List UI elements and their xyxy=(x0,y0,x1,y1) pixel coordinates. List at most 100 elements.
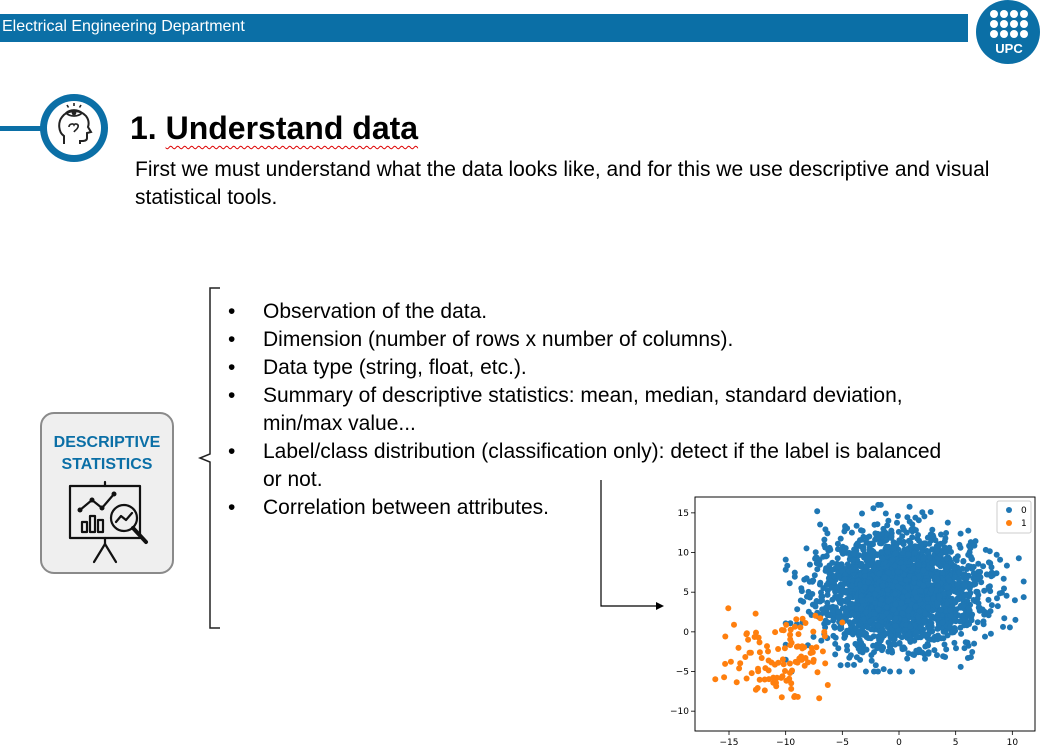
scatter-point-series-0 xyxy=(878,618,885,625)
scatter-point-series-0 xyxy=(853,522,860,529)
scatter-point-series-0 xyxy=(967,553,974,560)
scatter-point-series-0 xyxy=(968,617,975,624)
scatter-point-series-1 xyxy=(752,686,759,693)
scatter-point-series-0 xyxy=(906,637,913,643)
scatter-point-series-0 xyxy=(849,631,856,638)
scatter-point-series-0 xyxy=(861,630,868,637)
scatter-point-series-1 xyxy=(787,670,793,676)
scatter-point-series-0 xyxy=(911,550,918,557)
scatter-point-series-0 xyxy=(881,574,888,581)
scatter-point-series-0 xyxy=(838,562,845,569)
y-tick-label: 10 xyxy=(678,549,690,559)
scatter-point-series-0 xyxy=(851,611,858,618)
scatter-point-series-0 xyxy=(919,509,926,516)
scatter-point-series-0 xyxy=(809,577,816,584)
scatter-point-series-0 xyxy=(800,598,807,605)
scatter-point-series-1 xyxy=(764,643,770,650)
scatter-point-series-0 xyxy=(906,518,913,525)
scatter-point-series-1 xyxy=(795,643,802,650)
descriptive-statistics-card: DESCRIPTIVE STATISTICS xyxy=(40,412,174,574)
scatter-point-series-0 xyxy=(811,572,818,579)
department-name: Electrical Engineering Department xyxy=(2,18,245,35)
scatter-point-series-0 xyxy=(888,527,895,534)
scatter-point-series-0 xyxy=(887,668,894,675)
scatter-point-series-0 xyxy=(924,604,931,611)
scatter-point-series-1 xyxy=(748,670,755,677)
scatter-point-series-0 xyxy=(917,541,924,548)
legend-marker xyxy=(1006,507,1012,513)
scatter-point-series-0 xyxy=(960,602,967,609)
scatter-point-series-0 xyxy=(849,566,856,573)
legend-box xyxy=(996,500,1032,534)
scatter-point-series-1 xyxy=(778,627,785,633)
scatter-point-series-1 xyxy=(821,633,828,640)
scatter-point-series-1 xyxy=(775,659,782,666)
header-bar: Electrical Engineering Department xyxy=(0,14,968,42)
scatter-point-series-0 xyxy=(966,607,973,614)
list-item-text: Data type (string, float, etc.). xyxy=(263,356,527,379)
scatter-point-series-0 xyxy=(943,549,949,556)
y-tick-label: −5 xyxy=(676,668,689,678)
scatter-point-series-0 xyxy=(963,575,970,582)
scatter-point-series-0 xyxy=(922,610,929,617)
scatter-point-series-0 xyxy=(861,584,868,591)
scatter-point-series-0 xyxy=(892,622,899,629)
scatter-point-series-0 xyxy=(821,536,828,543)
scatter-point-series-0 xyxy=(818,637,825,644)
scatter-point-series-0 xyxy=(894,583,901,590)
scatter-point-series-0 xyxy=(912,603,919,610)
scatter-point-series-1 xyxy=(810,628,817,635)
scatter-point-series-0 xyxy=(837,662,844,669)
scatter-point-series-0 xyxy=(1000,575,1007,582)
y-tick-label: 15 xyxy=(678,509,689,519)
scatter-point-series-0 xyxy=(994,603,1001,610)
scatter-point-series-0 xyxy=(937,606,944,613)
scatter-point-series-0 xyxy=(946,544,953,551)
scatter-point-series-1 xyxy=(735,644,742,651)
scatter-point-series-0 xyxy=(865,555,872,562)
scatter-point-series-0 xyxy=(966,580,973,587)
scatter-point-series-0 xyxy=(931,647,938,654)
scatter-point-series-1 xyxy=(756,639,763,646)
scatter-point-series-0 xyxy=(1006,624,1013,631)
scatter-point-series-0 xyxy=(824,599,831,606)
scatter-point-series-0 xyxy=(894,513,901,519)
scatter-point-series-0 xyxy=(905,607,912,614)
connector-arrow xyxy=(600,480,664,610)
scatter-point-series-0 xyxy=(840,581,847,588)
scatter-point-series-0 xyxy=(846,549,853,556)
scatter-point-series-1 xyxy=(799,615,806,622)
scatter-point-series-0 xyxy=(903,577,910,583)
scatter-point-series-0 xyxy=(850,550,857,557)
scatter-point-series-0 xyxy=(954,589,961,596)
scatter-point-series-0 xyxy=(870,541,876,548)
scatter-point-series-0 xyxy=(928,614,935,621)
scatter-point-series-1 xyxy=(737,660,744,667)
scatter-point-series-0 xyxy=(822,624,829,631)
scatter-point-series-0 xyxy=(854,541,860,548)
scatter-point-series-0 xyxy=(976,604,983,611)
scatter-point-series-0 xyxy=(877,540,883,547)
scatter-point-series-0 xyxy=(885,517,892,524)
scatter-point-series-0 xyxy=(941,590,947,597)
scatter-point-series-0 xyxy=(973,588,980,595)
scatter-point-series-0 xyxy=(922,643,929,650)
scatter-point-series-1 xyxy=(722,633,729,640)
scatter-point-series-0 xyxy=(830,617,837,624)
scatter-point-series-1 xyxy=(812,612,819,619)
scatter-point-series-0 xyxy=(899,594,906,601)
scatter-point-series-1 xyxy=(822,660,829,667)
scatter-point-series-0 xyxy=(916,608,923,615)
scatter-point-series-0 xyxy=(959,565,966,572)
scatter-point-series-0 xyxy=(885,598,892,604)
intro-text: First we must understand what the data l… xyxy=(135,158,990,209)
x-tick-label: 0 xyxy=(896,738,902,748)
scatter-point-series-0 xyxy=(943,646,950,653)
scatter-point-series-0 xyxy=(814,566,821,573)
scatter-point-series-0 xyxy=(831,573,837,580)
scatter-point-series-0 xyxy=(917,587,924,594)
scatter-point-series-0 xyxy=(959,612,966,619)
scatter-point-series-1 xyxy=(816,695,823,702)
scatter-point-series-0 xyxy=(1012,616,1019,623)
scatter-point-series-0 xyxy=(806,594,813,601)
